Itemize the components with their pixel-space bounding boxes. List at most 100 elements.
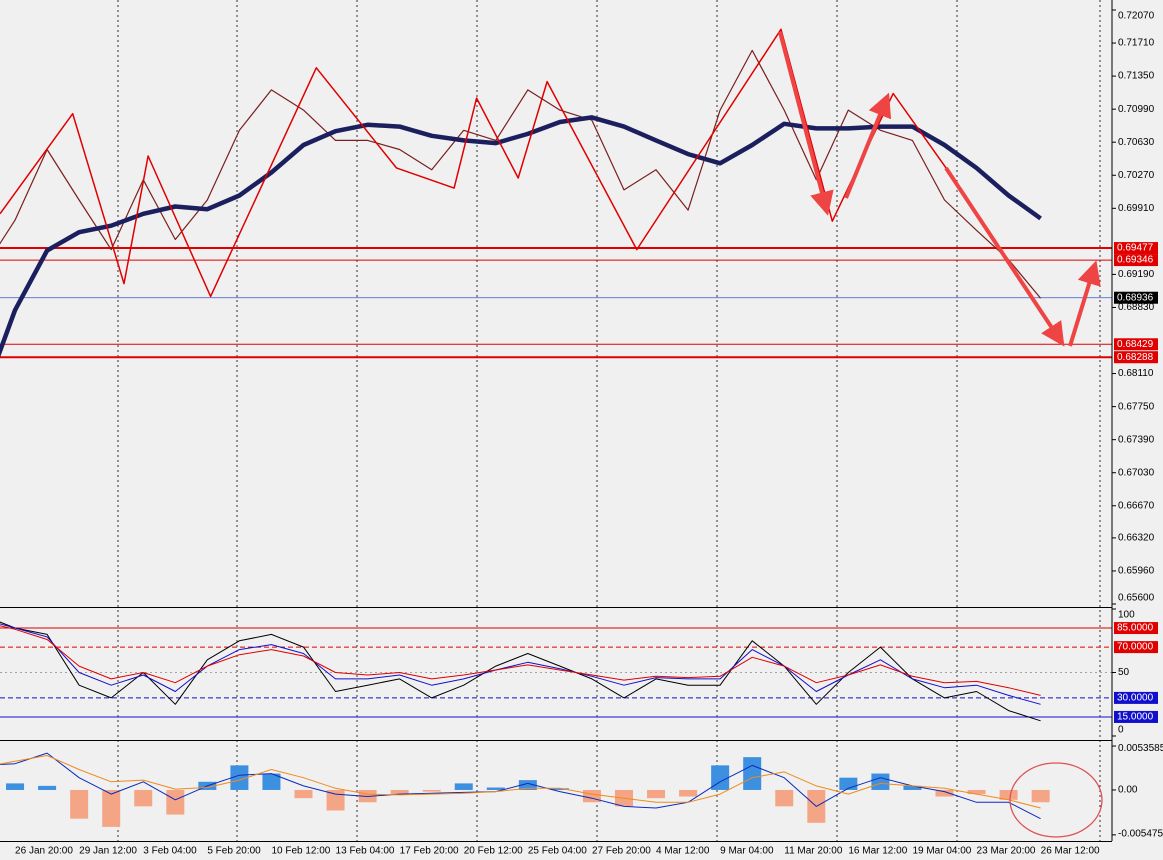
histogram-bar — [390, 789, 409, 795]
pane-borders — [0, 0, 1113, 842]
histogram-bar — [518, 780, 537, 790]
histogram-bar — [871, 773, 890, 790]
level-label-box — [1114, 351, 1158, 364]
level-label-box — [1114, 254, 1158, 267]
level-label: 70.0000 — [1117, 642, 1154, 653]
highlight-ellipse — [1009, 762, 1103, 838]
histogram-bar — [166, 789, 185, 815]
x-tick-label: 29 Jan 12:00 — [79, 846, 137, 857]
x-tick-label: 9 Mar 04:00 — [720, 846, 774, 857]
histogram-bar — [550, 788, 569, 790]
histogram-bar — [6, 783, 25, 790]
level-label: 0.69477 — [1117, 243, 1154, 254]
histogram-bar — [70, 789, 89, 819]
x-tick-label: 5 Feb 20:00 — [207, 846, 261, 857]
series-line — [0, 755, 1041, 809]
y-tick-label: 100 — [1118, 610, 1135, 621]
level-label: 15.0000 — [1117, 712, 1154, 723]
level-label: 30.0000 — [1117, 693, 1154, 704]
macd-pane — [0, 752, 1050, 827]
histogram-bar — [679, 789, 698, 797]
y-tick-label: -0.005475 — [1118, 829, 1163, 840]
histogram-bar — [935, 789, 954, 797]
axes: 0.72070 0.71710 0.71350 0.70990 0.70630 0.702… — [15, 9, 1163, 857]
x-tick-label: 19 Mar 04:00 — [912, 846, 971, 857]
histogram-bar — [38, 785, 57, 790]
level-label: 0.68288 — [1117, 352, 1154, 363]
histogram-bar — [422, 789, 441, 792]
level-label-box — [1114, 338, 1158, 351]
series-line — [0, 115, 1042, 358]
level-label-box — [1114, 242, 1158, 255]
x-tick-label: 16 Mar 12:00 — [848, 846, 907, 857]
histogram-bar — [775, 789, 794, 807]
x-tick-label: 13 Feb 04:00 — [336, 846, 395, 857]
histogram-bar — [262, 773, 281, 790]
x-tick-label: 25 Feb 04:00 — [528, 846, 587, 857]
y-tick-label: 0.67030 — [1118, 467, 1155, 478]
price-pane — [0, 28, 1112, 359]
x-tick-label: 4 Mar 12:00 — [656, 846, 710, 857]
y-tick-label: 0.66670 — [1118, 500, 1155, 511]
level-label-box — [1114, 710, 1158, 723]
level-label: 85.0000 — [1117, 623, 1154, 634]
series-line — [0, 623, 1041, 705]
histogram-bar — [582, 789, 601, 803]
histogram-bar — [967, 789, 986, 795]
series-line — [0, 28, 968, 298]
histogram-bar — [230, 765, 249, 790]
histogram-bar — [294, 789, 313, 799]
level-label-box — [1114, 691, 1158, 704]
histogram-bar — [326, 789, 345, 811]
histogram-bar — [134, 789, 153, 807]
y-tick-label: 0.65600 — [1118, 593, 1155, 604]
histogram-bar — [454, 783, 473, 790]
x-tick-label: 23 Mar 20:00 — [977, 846, 1036, 857]
y-tick-label: 0 — [1118, 725, 1124, 736]
oscillator-pane — [0, 621, 1112, 722]
x-tick-label: 26 Mar 12:00 — [1041, 846, 1100, 857]
x-tick-label: 3 Feb 04:00 — [143, 846, 197, 857]
y-tick-label: 0.70990 — [1118, 104, 1155, 115]
series-line — [0, 621, 1041, 722]
y-tick-label: 0.68830 — [1118, 302, 1155, 313]
y-tick-label: 50 — [1118, 667, 1130, 678]
x-tick-label: 17 Feb 20:00 — [400, 846, 459, 857]
histogram-bar — [1031, 789, 1050, 803]
y-tick-label: 0.71710 — [1118, 38, 1155, 49]
annotation-arrows — [778, 31, 1101, 347]
y-tick-label: 0.69190 — [1118, 269, 1155, 280]
y-tick-label: 0.70630 — [1118, 137, 1155, 148]
histogram-bar — [903, 785, 922, 790]
histogram-bar — [647, 789, 666, 799]
y-tick-label: 0.72070 — [1118, 11, 1155, 22]
histogram-bar — [999, 789, 1018, 800]
level-label-box — [1114, 622, 1158, 635]
x-tick-label: 27 Feb 20:00 — [592, 846, 651, 857]
y-tick-label: 0.67750 — [1118, 401, 1155, 412]
histogram-bar — [743, 757, 762, 790]
y-tick-label: 0.68110 — [1118, 368, 1154, 379]
y-tick-label: 0.69910 — [1118, 203, 1155, 214]
y-tick-label: 0.66320 — [1118, 533, 1155, 544]
level-label: 0.68936 — [1117, 292, 1154, 303]
y-tick-label: 0.70270 — [1118, 170, 1155, 181]
y-tick-label: 0.67390 — [1118, 434, 1155, 445]
level-label: 0.68429 — [1117, 339, 1154, 350]
y-tick-label: 0.00 — [1118, 785, 1138, 796]
histogram-bar — [711, 765, 730, 790]
y-tick-label: 0.71350 — [1118, 71, 1155, 82]
histogram-bar — [102, 789, 121, 827]
y-tick-label: 0.0053585 — [1118, 743, 1163, 754]
series-line — [0, 625, 1041, 696]
x-tick-label: 26 Jan 20:00 — [15, 846, 73, 857]
x-tick-label: 11 Mar 20:00 — [784, 846, 843, 857]
x-tick-label: 20 Feb 12:00 — [464, 846, 523, 857]
level-label-box — [1114, 291, 1158, 304]
y-tick-label: 0.65960 — [1118, 566, 1155, 577]
level-label-box — [1114, 641, 1158, 654]
series-line — [0, 752, 1041, 820]
level-label: 0.69346 — [1117, 255, 1154, 266]
